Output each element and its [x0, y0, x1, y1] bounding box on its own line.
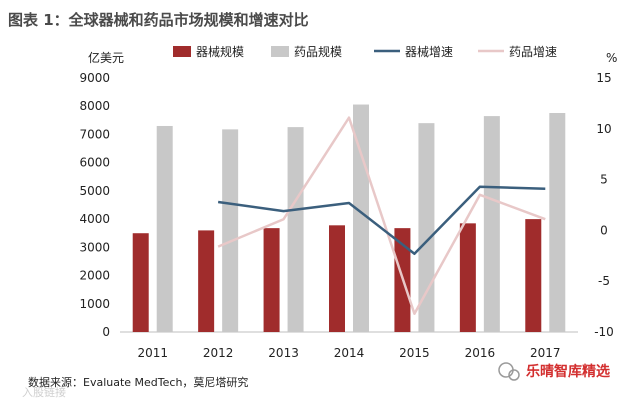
device-size-bar: [525, 219, 542, 332]
x-tick-label: 2011: [137, 346, 168, 360]
watermark-label: 乐晴智库精选: [526, 363, 610, 380]
legend-label-device-line: 器械增速: [405, 44, 453, 59]
drug-size-bar: [156, 125, 173, 332]
device-size-bar: [329, 225, 345, 332]
left-axis-unit: 亿美元: [88, 50, 124, 65]
right-tick-label: -10: [594, 325, 614, 339]
right-tick-label: -5: [598, 274, 610, 288]
x-tick-label: 2013: [268, 346, 299, 360]
left-tick-label: 4000: [79, 212, 110, 226]
chart-title: 图表 1：全球器械和药品市场规模和增速对比: [8, 11, 309, 29]
device-size-bar: [132, 233, 149, 332]
x-tick-label: 2017: [530, 346, 561, 360]
drug-size-bar: [549, 112, 566, 333]
wechat-icon: [498, 362, 514, 378]
left-tick-label: 0: [102, 325, 110, 339]
x-tick-label: 2014: [334, 346, 365, 360]
legend-label-drug-bar: 药品规模: [294, 44, 342, 59]
legend-label-device-bar: 器械规模: [196, 44, 244, 59]
right-tick-label: 15: [596, 71, 611, 85]
legend: 器械规模 药品规模 器械增速 药品增速: [173, 44, 557, 59]
wechat-watermark: 乐晴智库精选: [498, 362, 610, 381]
right-axis-unit: %: [606, 51, 617, 65]
faint-watermark: 入股链接: [22, 385, 66, 399]
drug-size-bar: [222, 129, 239, 332]
drug-size-bar: [483, 116, 500, 332]
left-tick-label: 7000: [79, 127, 110, 141]
right-tick-label: 5: [600, 173, 608, 187]
legend-swatch-device-bar: [173, 46, 191, 57]
drug-size-bar: [353, 104, 369, 332]
plot-area: 0 1000 2000 3000 4000 5000 6000 7000 8000 9000 -10…: [79, 71, 613, 360]
device-growth-line: [217, 185, 546, 256]
device-size-bar: [263, 228, 280, 332]
drug-size-bar: [287, 127, 304, 333]
source-note: 数据来源：Evaluate MedTech，莫尼塔研究: [28, 375, 248, 389]
legend-swatch-drug-bar: [271, 46, 289, 57]
left-tick-label: 2000: [79, 269, 110, 283]
left-tick-label: 5000: [79, 184, 110, 198]
left-tick-label: 6000: [79, 156, 110, 170]
x-tick-label: 2016: [465, 346, 496, 360]
drug-size-bar: [418, 123, 435, 333]
x-tick-label: 2012: [203, 346, 234, 360]
device-size-bar: [198, 230, 215, 332]
device-size-bar: [459, 223, 476, 332]
wechat-icon-inner: [508, 369, 520, 381]
left-tick-label: 1000: [79, 297, 110, 311]
x-tick-label: 2015: [399, 346, 430, 360]
left-tick-label: 3000: [79, 240, 110, 254]
legend-label-drug-line: 药品增速: [509, 45, 557, 59]
drug-growth-line: [217, 116, 546, 315]
left-tick-label: 8000: [79, 99, 110, 113]
left-tick-label: 9000: [79, 71, 110, 85]
right-tick-label: 0: [600, 223, 608, 237]
right-tick-label: 10: [596, 122, 611, 136]
